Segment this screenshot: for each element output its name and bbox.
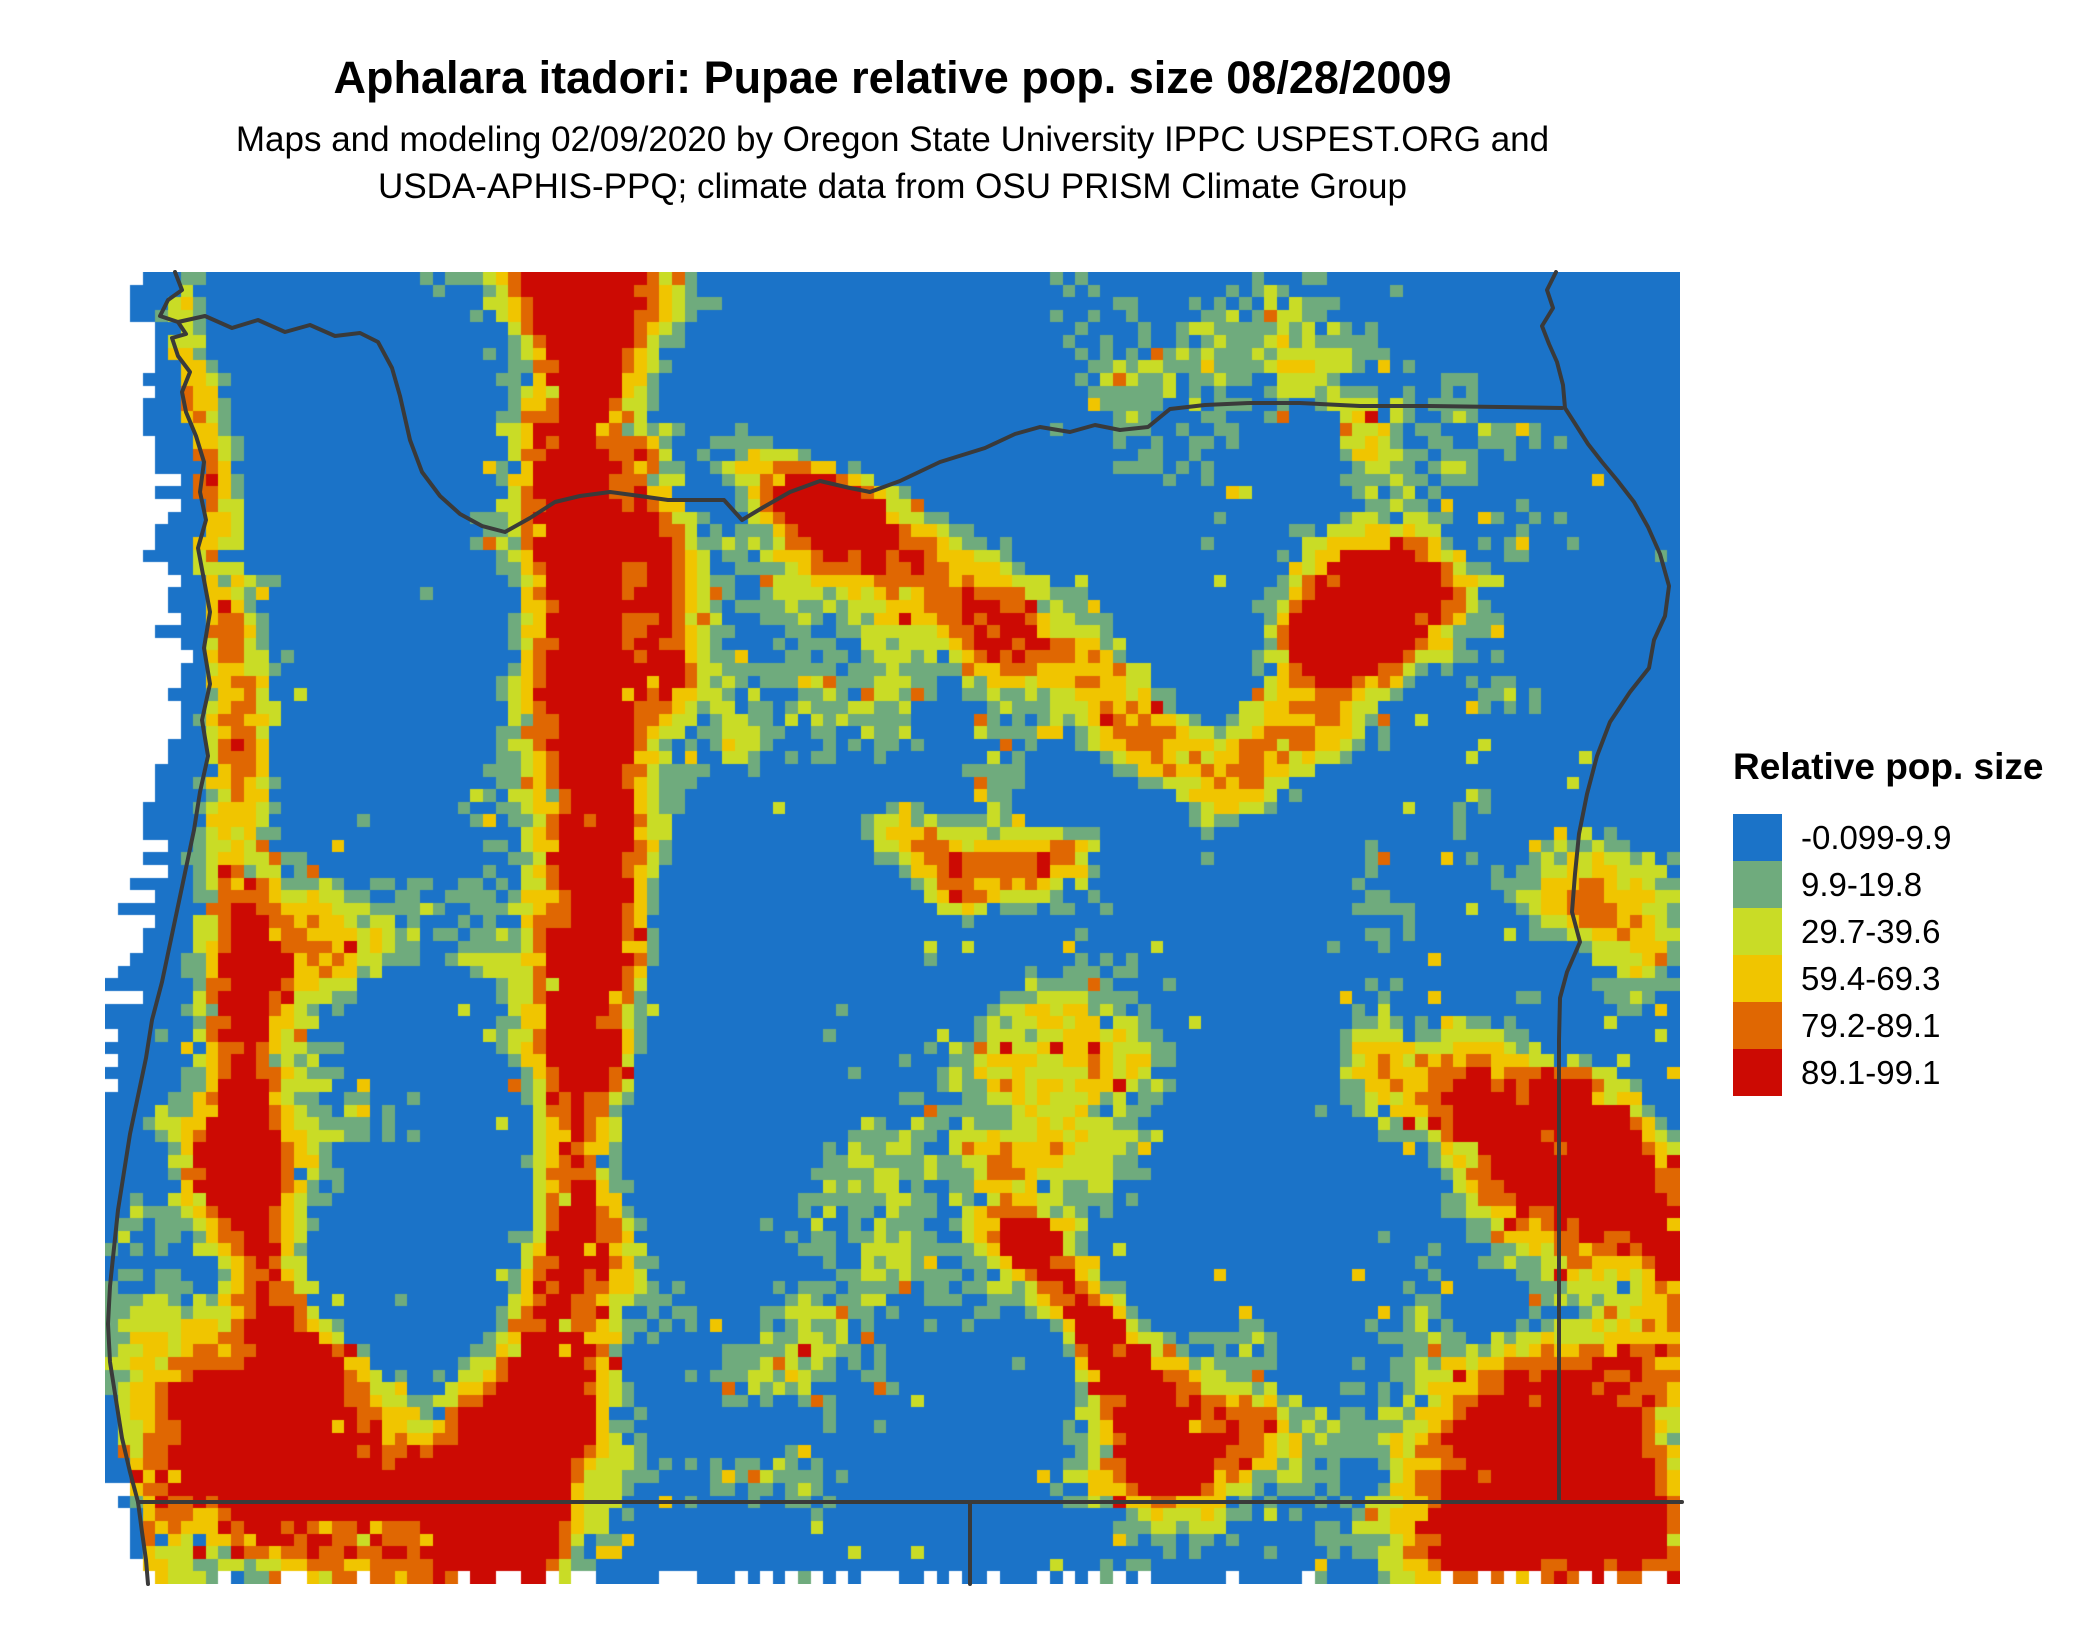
columbia-washington-border-line (176, 314, 1564, 534)
legend-swatch-icon (1733, 814, 1782, 861)
legend-label: -0.099-9.9 (1801, 819, 1952, 856)
legend-label: 89.1-99.1 (1801, 1054, 1941, 1091)
map-subtitle-line2: USDA-APHIS-PPQ; climate data from OSU PR… (378, 167, 1407, 206)
legend-swatch-icon (1733, 861, 1782, 908)
legend-item: 59.4-69.3 (1733, 955, 2093, 1002)
legend-title: Relative pop. size (1733, 746, 2044, 787)
snake-idaho-border-line (1540, 270, 1671, 1504)
legend: Relative pop. size -0.099-9.9 9.9-19.8 2… (1733, 746, 2093, 1096)
legend-label: 79.2-89.1 (1801, 1007, 1941, 1044)
legend-item: 29.7-39.6 (1733, 908, 2093, 955)
map-title: Aphalara itadori: Pupae relative pop. si… (333, 52, 1452, 103)
legend-swatch-icon (1733, 908, 1782, 955)
legend-item: 89.1-99.1 (1733, 1049, 2093, 1096)
chart-header: Aphalara itadori: Pupae relative pop. si… (105, 52, 1680, 214)
legend-swatch-icon (1733, 1002, 1782, 1049)
legend-item: 9.9-19.8 (1733, 861, 2093, 908)
legend-swatch-icon (1733, 955, 1782, 1002)
coastline-line (106, 270, 212, 1586)
raster-map (105, 272, 1680, 1584)
legend-item: 79.2-89.1 (1733, 1002, 2093, 1049)
legend-label: 29.7-39.6 (1801, 913, 1941, 950)
legend-swatch-icon (1733, 1049, 1782, 1096)
map-subtitle-line1: Maps and modeling 02/09/2020 by Oregon S… (235, 120, 1550, 159)
state-boundaries (106, 270, 1684, 1586)
legend-label: 9.9-19.8 (1801, 866, 1923, 903)
legend-item: -0.099-9.9 (1733, 814, 2093, 861)
legend-label: 59.4-69.3 (1801, 960, 1941, 997)
